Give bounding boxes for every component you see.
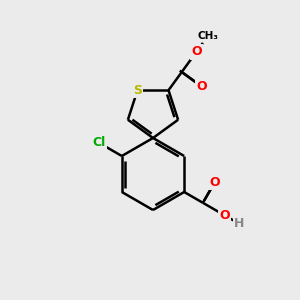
Text: O: O <box>210 176 220 188</box>
Text: O: O <box>219 209 230 222</box>
Text: S: S <box>133 84 142 97</box>
Text: O: O <box>191 45 202 58</box>
Text: H: H <box>234 217 244 230</box>
Text: CH₃: CH₃ <box>197 31 218 41</box>
Text: O: O <box>196 80 207 93</box>
Text: Cl: Cl <box>93 136 106 149</box>
